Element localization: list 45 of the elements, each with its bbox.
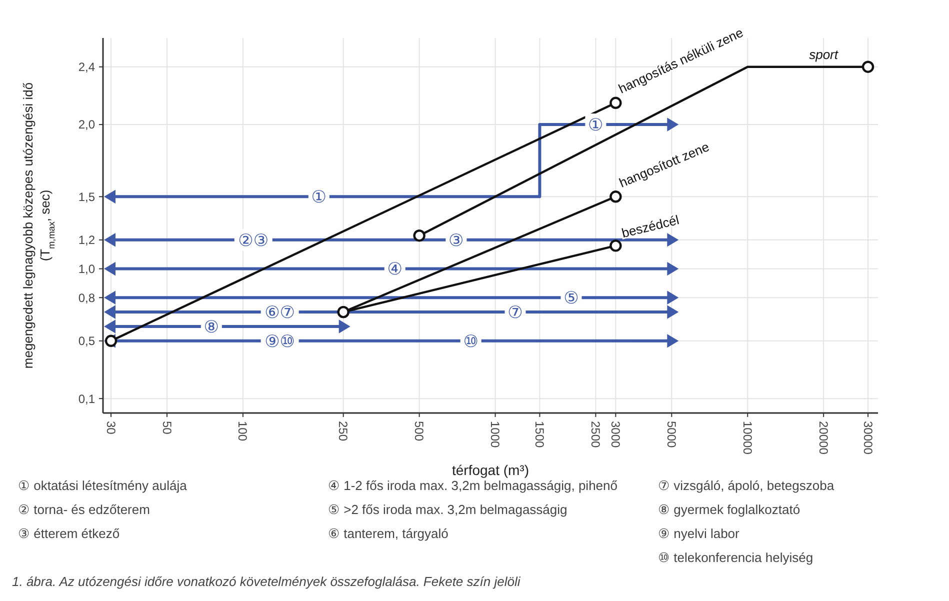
text: ② torna- és edzőterem xyxy=(18,502,150,517)
x-tick-label: 5000 xyxy=(664,421,678,448)
text: ③ étterem étkező xyxy=(18,526,120,541)
annotation: ① xyxy=(588,115,604,136)
y-tick-label: 0,1 xyxy=(78,392,96,406)
text: ⑧ gyermek foglalkoztató xyxy=(658,502,800,517)
x-tick-label: 100 xyxy=(236,421,250,442)
text: ① oktatási létesítmény aulája xyxy=(18,478,188,493)
annotation: ⑤ xyxy=(564,288,579,309)
y-tick-label: 1,2 xyxy=(78,233,96,248)
annotation: ⑩ xyxy=(463,332,478,352)
x-tick-label: 50 xyxy=(160,421,174,435)
x-tick-label: 30 xyxy=(104,421,118,435)
text: ⑦ vizsgáló, ápoló, betegszoba xyxy=(658,478,835,493)
x-tick-label: 2500 xyxy=(588,421,602,448)
x-tick-label: 1500 xyxy=(532,421,547,448)
x-tick-label: 3000 xyxy=(608,421,622,448)
text: ⑥ tanterem, tárgyaló xyxy=(328,526,448,541)
text: ⑤ >2 fős iroda max. 3,2m belmagasságig xyxy=(328,502,568,517)
text: ④ 1-2 fős iroda max. 3,2m belmagasságig, pihenő xyxy=(328,478,618,493)
annotation: ④ xyxy=(387,260,402,280)
y-tick-label: 1,5 xyxy=(78,190,96,204)
annotation: ②③ xyxy=(238,230,269,251)
x-tick-label: 10000 xyxy=(740,421,754,455)
text: 1. ábra. Az utózengési időre vonatkozó követelmények összefoglalása. Fekete szín jelöli xyxy=(12,574,522,589)
text: ⑩ telekonferencia helyiség xyxy=(658,550,814,565)
annotation: ⑨⑩ xyxy=(264,332,296,352)
x-tick-label: 250 xyxy=(336,421,350,442)
annotation: ⑥⑦ xyxy=(264,302,296,323)
annotation: ③ xyxy=(448,230,464,251)
x-tick-label: 500 xyxy=(412,421,426,442)
x-tick-label: 1000 xyxy=(488,421,502,448)
text: ⑨ nyelvi labor xyxy=(658,526,740,541)
annotation: ① xyxy=(311,188,327,208)
y-tick-label: 0,8 xyxy=(78,290,96,305)
x-axis-title: térfogat (m³) xyxy=(452,462,530,478)
annotation: ⑦ xyxy=(508,302,523,323)
y-tick-label: 2,0 xyxy=(78,118,96,132)
annotation: ⑧ xyxy=(204,317,220,338)
x-tick-label: 30000 xyxy=(860,421,875,455)
series-label: sport xyxy=(809,46,840,62)
y-tick-label: 1,0 xyxy=(78,262,96,276)
y-tick-label: 2,4 xyxy=(78,60,96,74)
x-tick-label: 20000 xyxy=(816,421,830,455)
y-tick-label: 0,5 xyxy=(78,334,96,348)
